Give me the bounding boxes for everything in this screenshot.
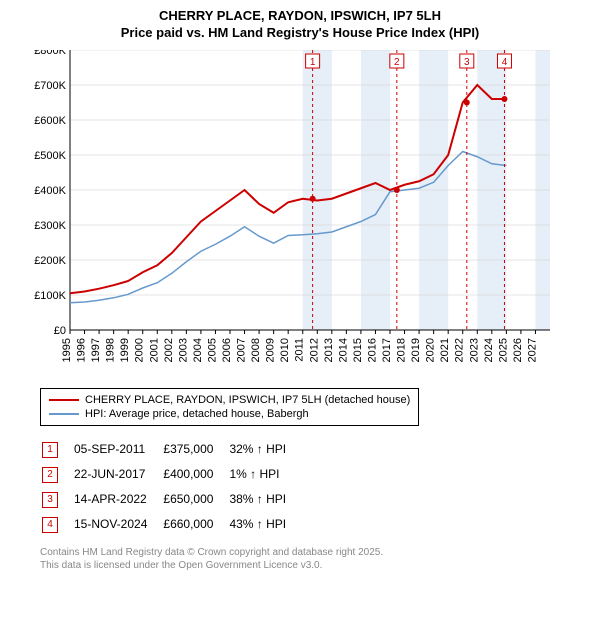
svg-text:2021: 2021 bbox=[439, 338, 451, 362]
svg-text:2023: 2023 bbox=[468, 338, 480, 362]
svg-text:2002: 2002 bbox=[163, 338, 175, 362]
legend: CHERRY PLACE, RAYDON, IPSWICH, IP7 5LH (… bbox=[40, 388, 419, 426]
sale-marker-badge: 1 bbox=[42, 442, 58, 458]
table-row: 3 14-APR-2022£650,00038% ↑ HPI bbox=[42, 488, 300, 511]
table-row: 2 22-JUN-2017£400,0001% ↑ HPI bbox=[42, 463, 300, 486]
svg-text:£700K: £700K bbox=[34, 80, 66, 92]
svg-text:2025: 2025 bbox=[497, 338, 509, 362]
svg-text:2003: 2003 bbox=[177, 338, 189, 362]
table-row: 1 05-SEP-2011£375,00032% ↑ HPI bbox=[42, 438, 300, 461]
svg-text:£800K: £800K bbox=[34, 50, 66, 57]
chart-area: £0 £100K £200K £300K £400K £500K £600K £700K £80… bbox=[30, 50, 590, 380]
svg-text:£600K: £600K bbox=[34, 115, 66, 127]
svg-text:£300K: £300K bbox=[34, 220, 66, 232]
svg-text:2015: 2015 bbox=[352, 338, 364, 362]
svg-text:2008: 2008 bbox=[250, 338, 262, 362]
legend-label: CHERRY PLACE, RAYDON, IPSWICH, IP7 5LH (… bbox=[85, 394, 410, 406]
svg-text:2: 2 bbox=[394, 57, 400, 68]
svg-text:2013: 2013 bbox=[323, 338, 335, 362]
sale-diff: 1% ↑ HPI bbox=[229, 463, 300, 486]
svg-text:2024: 2024 bbox=[483, 338, 495, 362]
sale-price: £660,000 bbox=[163, 513, 227, 536]
sale-diff: 43% ↑ HPI bbox=[229, 513, 300, 536]
svg-text:1998: 1998 bbox=[105, 338, 117, 362]
sale-marker-badge: 2 bbox=[42, 467, 58, 483]
svg-text:1997: 1997 bbox=[90, 338, 102, 362]
svg-text:2004: 2004 bbox=[192, 338, 204, 362]
footer-line2: This data is licensed under the Open Gov… bbox=[40, 559, 600, 572]
svg-text:£400K: £400K bbox=[34, 185, 66, 197]
svg-text:2000: 2000 bbox=[134, 338, 146, 362]
legend-label: HPI: Average price, detached house, Babe… bbox=[85, 408, 309, 420]
title-line1: CHERRY PLACE, RAYDON, IPSWICH, IP7 5LH bbox=[0, 8, 600, 25]
sale-marker-badge: 4 bbox=[42, 517, 58, 533]
title-line2: Price paid vs. HM Land Registry's House … bbox=[0, 25, 600, 42]
sale-date: 14-APR-2022 bbox=[74, 488, 161, 511]
svg-text:2009: 2009 bbox=[265, 338, 277, 362]
svg-text:2001: 2001 bbox=[148, 338, 160, 362]
svg-text:3: 3 bbox=[464, 57, 470, 68]
svg-text:£0: £0 bbox=[54, 325, 66, 337]
svg-text:2014: 2014 bbox=[337, 338, 349, 362]
chart-title: CHERRY PLACE, RAYDON, IPSWICH, IP7 5LH P… bbox=[0, 0, 600, 42]
svg-text:2026: 2026 bbox=[512, 338, 524, 362]
svg-text:4: 4 bbox=[502, 57, 508, 68]
table-row: 4 15-NOV-2024£660,00043% ↑ HPI bbox=[42, 513, 300, 536]
svg-text:1: 1 bbox=[310, 57, 316, 68]
svg-text:£200K: £200K bbox=[34, 255, 66, 267]
sale-date: 22-JUN-2017 bbox=[74, 463, 161, 486]
legend-swatch bbox=[49, 399, 79, 401]
svg-text:2005: 2005 bbox=[206, 338, 218, 362]
svg-text:2006: 2006 bbox=[221, 338, 233, 362]
svg-text:2011: 2011 bbox=[294, 338, 306, 362]
svg-text:2012: 2012 bbox=[308, 338, 320, 362]
svg-text:1999: 1999 bbox=[119, 338, 131, 362]
legend-item: HPI: Average price, detached house, Babe… bbox=[49, 407, 410, 421]
svg-text:£500K: £500K bbox=[34, 150, 66, 162]
sale-date: 05-SEP-2011 bbox=[74, 438, 161, 461]
sales-table: 1 05-SEP-2011£375,00032% ↑ HPI 2 22-JUN-201… bbox=[40, 436, 302, 538]
svg-text:1996: 1996 bbox=[76, 338, 88, 362]
footer-attribution: Contains HM Land Registry data © Crown c… bbox=[40, 546, 600, 572]
svg-text:£100K: £100K bbox=[34, 290, 66, 302]
svg-text:2017: 2017 bbox=[381, 338, 393, 362]
line-chart: £0 £100K £200K £300K £400K £500K £600K £700K £80… bbox=[30, 50, 590, 380]
legend-item: CHERRY PLACE, RAYDON, IPSWICH, IP7 5LH (… bbox=[49, 393, 410, 407]
sale-diff: 32% ↑ HPI bbox=[229, 438, 300, 461]
svg-text:2020: 2020 bbox=[425, 338, 437, 362]
sale-marker-badge: 3 bbox=[42, 492, 58, 508]
svg-text:2019: 2019 bbox=[410, 338, 422, 362]
sale-price: £650,000 bbox=[163, 488, 227, 511]
sale-diff: 38% ↑ HPI bbox=[229, 488, 300, 511]
svg-text:1995: 1995 bbox=[61, 338, 73, 362]
legend-swatch bbox=[49, 413, 79, 415]
footer-line1: Contains HM Land Registry data © Crown c… bbox=[40, 546, 600, 559]
svg-text:2018: 2018 bbox=[396, 338, 408, 362]
sale-date: 15-NOV-2024 bbox=[74, 513, 161, 536]
svg-text:2010: 2010 bbox=[279, 338, 291, 362]
svg-text:2016: 2016 bbox=[366, 338, 378, 362]
sale-price: £400,000 bbox=[163, 463, 227, 486]
svg-text:2027: 2027 bbox=[526, 338, 538, 362]
sale-price: £375,000 bbox=[163, 438, 227, 461]
svg-text:2022: 2022 bbox=[454, 338, 466, 362]
svg-text:2007: 2007 bbox=[236, 338, 248, 362]
